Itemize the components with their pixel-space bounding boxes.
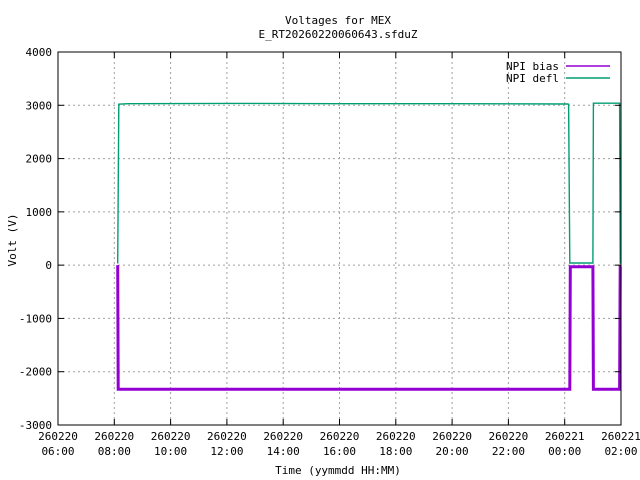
x-tick-time: 06:00 [41, 445, 74, 458]
x-tick-time: 12:00 [210, 445, 243, 458]
x-tick-time: 14:00 [267, 445, 300, 458]
x-tick-time: 00:00 [548, 445, 581, 458]
y-tick-label: 0 [45, 259, 52, 272]
y-axis-label: Volt (V) [6, 214, 19, 267]
x-tick-time: 22:00 [492, 445, 525, 458]
y-tick-label: -3000 [19, 419, 52, 432]
x-tick-date: 260220 [94, 430, 134, 443]
x-tick-time: 16:00 [323, 445, 356, 458]
x-tick-time: 20:00 [436, 445, 469, 458]
x-tick-date: 260220 [38, 430, 78, 443]
x-axis: 260220 06:00 260220 08:00 260220 10:00 260220 1… [38, 52, 640, 458]
x-tick-date: 260221 [545, 430, 585, 443]
x-tick-date: 260220 [489, 430, 529, 443]
x-tick-time: 08:00 [98, 445, 131, 458]
chart-title: Voltages for MEX [285, 14, 391, 27]
y-tick-label: 4000 [26, 46, 53, 59]
y-tick-label: -2000 [19, 366, 52, 379]
legend-label: NPI defl [506, 72, 559, 85]
y-tick-label: -1000 [19, 312, 52, 325]
y-tick-label: 2000 [26, 153, 53, 166]
x-tick-time: 10:00 [154, 445, 187, 458]
y-tick-label: 3000 [26, 99, 53, 112]
y-axis: -3000 -2000 -1000 0 1000 2000 3000 4000 [19, 46, 621, 432]
x-tick-date: 260220 [432, 430, 472, 443]
series-layer [116, 102, 622, 391]
x-tick-date: 260220 [320, 430, 360, 443]
x-tick-date: 260221 [601, 430, 640, 443]
x-tick-date: 260220 [263, 430, 303, 443]
grid [58, 52, 621, 425]
x-tick-time: 02:00 [604, 445, 637, 458]
legend-label: NPI bias [506, 60, 559, 73]
x-axis-label: Time (yymmdd HH:MM) [275, 464, 401, 477]
x-tick-date: 260220 [151, 430, 191, 443]
chart-subtitle: E_RT20260220060643.sfduZ [259, 28, 418, 41]
x-tick-date: 260220 [376, 430, 416, 443]
series-line-npi-defl [117, 102, 621, 264]
x-tick-date: 260220 [207, 430, 247, 443]
x-tick-time: 18:00 [379, 445, 412, 458]
y-tick-label: 1000 [26, 206, 53, 219]
series-line-npi-bias [116, 265, 622, 391]
